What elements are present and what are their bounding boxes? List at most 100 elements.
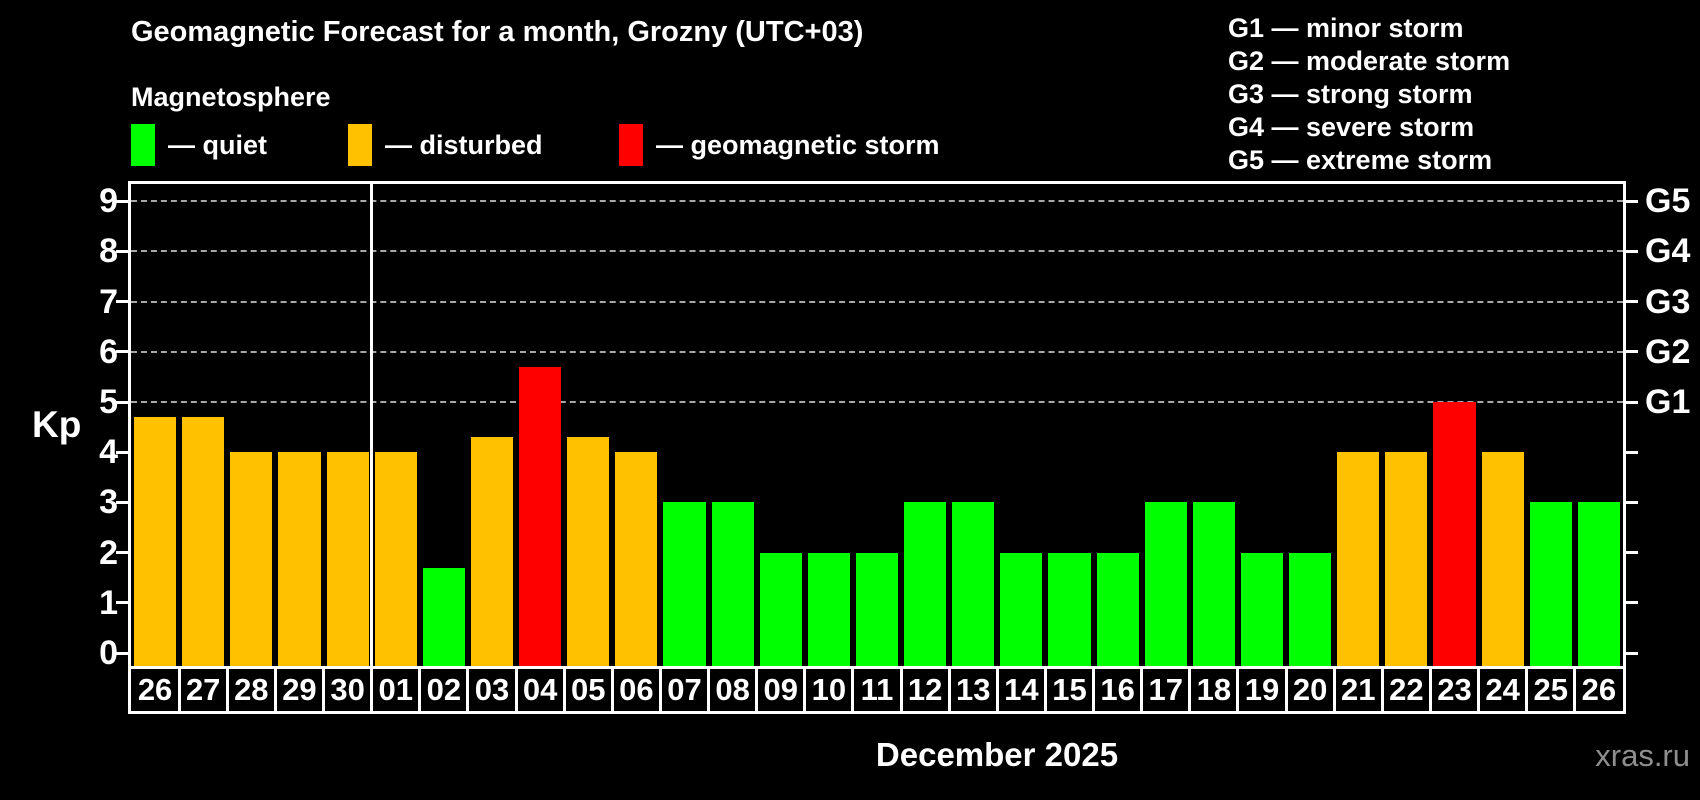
- day-label-14: 10: [811, 672, 847, 707]
- kp-bar-day-30: [326, 452, 369, 666]
- day-label-11: 07: [667, 672, 702, 707]
- kp-bar-day-14: [1000, 552, 1043, 666]
- right-tick-2: [1626, 551, 1638, 555]
- month-label: December 2025: [875, 736, 1119, 773]
- g3-legend-line: G3 — strong storm: [1228, 79, 1473, 109]
- kp-bar-day-09: [759, 552, 802, 666]
- day-cell-divider: [610, 666, 614, 714]
- kp-bar-day-25: [1529, 502, 1572, 666]
- day-cell-divider: [418, 666, 422, 714]
- right-tick-0: [1626, 651, 1638, 655]
- left-tick-1: [116, 601, 128, 605]
- day-cell-divider: [658, 666, 662, 714]
- gridline-kp8: [131, 250, 1623, 253]
- day-cell-divider: [1236, 666, 1240, 714]
- day-cell-divider: [803, 666, 807, 714]
- watermark: xras.ru: [1595, 738, 1690, 773]
- g-scale-legend: G1 — minor storm G2 — moderate storm G3 …: [1228, 12, 1510, 177]
- kp-bar-day-05: [567, 437, 610, 666]
- day-label-1: 27: [185, 672, 221, 707]
- day-cell-divider: [370, 666, 374, 714]
- kp-bar-day-01: [374, 452, 417, 666]
- y-tick-label-7: 7: [99, 282, 118, 321]
- right-axis-label-G2: G2: [1645, 332, 1691, 371]
- day-cell-divider: [562, 666, 566, 714]
- g4-legend-line: G4 — severe storm: [1228, 112, 1475, 142]
- y-tick-label-0: 0: [99, 634, 118, 672]
- y-tick-label-9: 9: [99, 182, 118, 221]
- day-cell-divider: [1284, 666, 1288, 714]
- right-tick-6: [1626, 350, 1638, 354]
- kp-bar-day-07: [663, 502, 706, 666]
- day-cell-divider: [322, 666, 326, 714]
- day-label-5: 01: [378, 672, 413, 707]
- day-cell-divider: [1140, 666, 1144, 714]
- day-cell-divider: [995, 666, 999, 714]
- day-label-4: 30: [330, 672, 365, 707]
- day-label-9: 05: [570, 672, 606, 707]
- kp-bar-day-16: [1096, 552, 1139, 666]
- kp-bar-day-24: [1481, 452, 1524, 666]
- day-label-13: 09: [763, 672, 798, 707]
- kp-bar-day-10: [807, 552, 850, 666]
- left-tick-8: [116, 249, 128, 253]
- left-tick-2: [116, 551, 128, 555]
- kp-bar-day-08: [711, 502, 754, 666]
- left-tick-7: [116, 300, 128, 304]
- y-tick-label-6: 6: [99, 332, 118, 371]
- day-label-23: 19: [1244, 672, 1280, 707]
- kp-bar-day-03: [470, 437, 514, 666]
- day-label-17: 13: [956, 672, 991, 707]
- y-tick-label-1: 1: [99, 583, 118, 622]
- y-tick-label-4: 4: [99, 433, 118, 472]
- right-tick-1: [1626, 601, 1638, 605]
- gridline-kp5: [131, 401, 1623, 403]
- day-label-18: 14: [1004, 672, 1039, 707]
- right-axis-label-G4: G4: [1645, 232, 1691, 271]
- day-label-27: 23: [1437, 672, 1472, 707]
- y-tick-label-2: 2: [99, 533, 118, 572]
- day-cell-divider: [273, 666, 277, 714]
- right-tick-5: [1626, 400, 1638, 404]
- day-label-6: 02: [426, 672, 462, 707]
- right-tick-3: [1626, 500, 1638, 504]
- kp-bar-day-26: [1577, 502, 1620, 666]
- plot-top-border: [128, 181, 1626, 184]
- left-tick-4: [116, 450, 128, 454]
- storm-legend-label: — geomagnetic storm: [656, 130, 940, 160]
- day-label-20: 16: [1100, 672, 1135, 707]
- y-axis-right: [1623, 181, 1626, 666]
- day-label-0: 26: [137, 672, 173, 707]
- day-label-8: 04: [522, 672, 558, 707]
- day-cell-divider: [1477, 666, 1481, 714]
- right-axis-label-G5: G5: [1645, 182, 1691, 221]
- quiet-legend-label: — quiet: [168, 130, 267, 160]
- day-cell-divider: [177, 666, 181, 714]
- left-tick-3: [116, 500, 128, 504]
- day-cell-divider: [1428, 666, 1432, 714]
- day-cell-divider: [1043, 666, 1047, 714]
- y-axis-title: Kp: [32, 404, 82, 445]
- kp-bar-day-15: [1048, 552, 1091, 666]
- day-cell-divider: [466, 666, 470, 714]
- kp-bar-day-26: [134, 417, 177, 666]
- magnetosphere-subtitle: Magnetosphere: [131, 82, 331, 112]
- day-label-19: 15: [1052, 672, 1087, 707]
- month-separator-line: [370, 184, 374, 666]
- kp-bar-day-13: [952, 502, 995, 666]
- kp-bar-day-19: [1240, 552, 1284, 666]
- right-axis-label-G1: G1: [1645, 383, 1691, 421]
- kp-bar-day-27: [182, 417, 225, 666]
- gridline-kp9: [131, 200, 1623, 203]
- day-label-2: 28: [234, 672, 269, 707]
- right-axis-label-G3: G3: [1645, 282, 1691, 321]
- left-tick-0: [116, 651, 128, 655]
- y-tick-label-8: 8: [99, 232, 118, 271]
- day-label-15: 11: [860, 672, 894, 707]
- day-cell-divider: [707, 666, 711, 714]
- day-label-16: 12: [907, 672, 943, 707]
- storm-legend-swatch: [619, 124, 643, 166]
- kp-bar-day-12: [904, 502, 947, 666]
- kp-bar-day-17: [1144, 502, 1187, 666]
- day-label-3: 29: [282, 672, 317, 707]
